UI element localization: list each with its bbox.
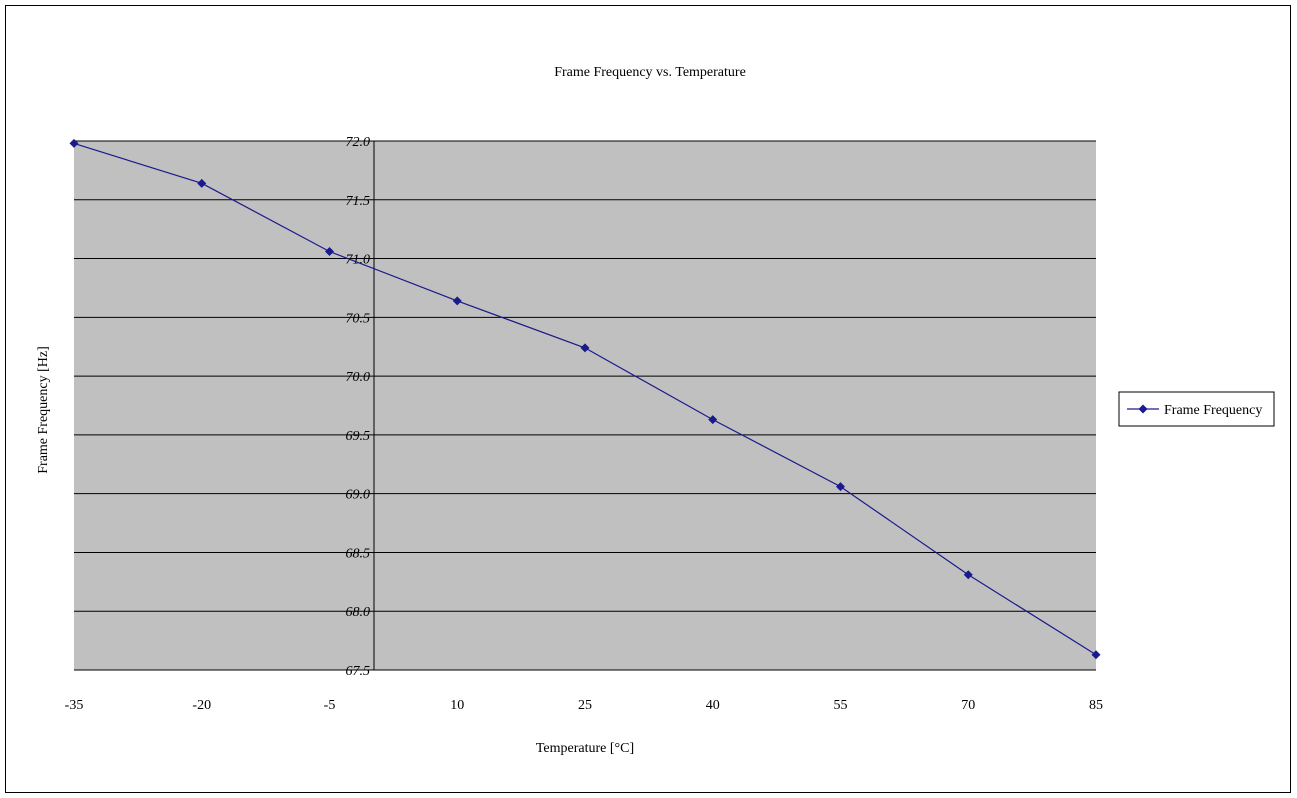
data-point-marker xyxy=(197,178,207,188)
legend-entry-label: Frame Frequency xyxy=(1164,403,1262,418)
x-tick-label: 55 xyxy=(834,698,848,713)
y-tick-labels: 72.0 71.5 71.0 70.5 70.0 69.5 69.0 68.5 68.0 67.5 xyxy=(346,135,371,679)
x-tick-label: 40 xyxy=(706,698,720,713)
data-point-marker xyxy=(708,415,718,425)
x-tick-label: 70 xyxy=(961,698,975,713)
data-point-marker xyxy=(580,343,590,353)
y-tick-label: 67.5 xyxy=(346,664,371,679)
x-tick-label: 85 xyxy=(1089,698,1103,713)
x-axis-label: Temperature [°C] xyxy=(536,741,634,756)
legend-marker-diamond xyxy=(1138,404,1148,414)
data-point-marker xyxy=(836,482,845,492)
y-tick-label: 68.5 xyxy=(346,546,371,561)
y-tick-label: 69.5 xyxy=(346,429,371,444)
gridlines xyxy=(74,140,1096,671)
x-tick-label: -35 xyxy=(65,698,84,713)
y-tick-label: 71.5 xyxy=(346,194,371,209)
y-tick-label: 69.0 xyxy=(346,488,371,503)
y-tick-label: 70.0 xyxy=(346,370,371,385)
data-point-marker xyxy=(963,570,973,580)
x-tick-label: 25 xyxy=(578,698,592,713)
y-axis-label: Frame Frequency [Hz] xyxy=(36,346,51,474)
x-tick-label: -20 xyxy=(192,698,211,713)
legend: Frame Frequency xyxy=(1118,391,1275,427)
x-tick-labels: -35 -20 -5 10 25 40 55 70 85 xyxy=(65,698,1103,713)
x-tick-label: -5 xyxy=(324,698,336,713)
chart-title: Frame Frequency vs. Temperature xyxy=(554,65,746,80)
y-tick-label: 68.0 xyxy=(346,605,371,620)
plot-area xyxy=(74,141,1096,670)
data-point-marker xyxy=(1091,650,1101,660)
data-point-marker xyxy=(452,296,462,306)
y-tick-label: 70.5 xyxy=(346,311,371,326)
y-tick-label: 71.0 xyxy=(346,253,371,268)
x-tick-label: 10 xyxy=(450,698,464,713)
series-markers xyxy=(69,138,1101,660)
data-point-marker xyxy=(69,138,79,148)
data-point-marker xyxy=(325,247,334,257)
y-tick-label: 72.0 xyxy=(346,135,371,150)
